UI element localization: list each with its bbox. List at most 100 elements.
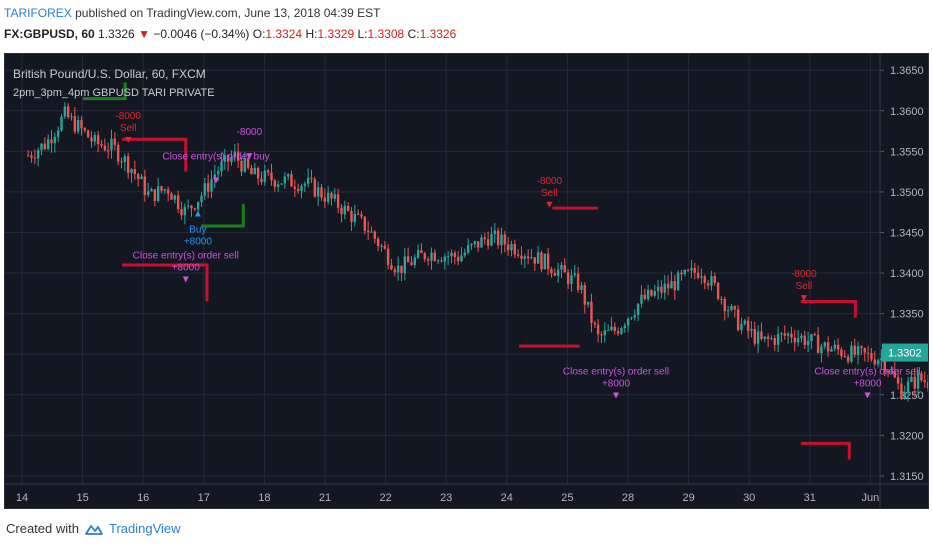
candle-body bbox=[690, 267, 693, 271]
candle-body bbox=[903, 392, 906, 399]
candle-body bbox=[383, 245, 387, 249]
candle-body bbox=[706, 283, 710, 286]
x-tick-label: 31 bbox=[804, 492, 816, 504]
candle-body bbox=[573, 273, 576, 276]
candle-body bbox=[286, 174, 290, 177]
x-tick-label: 22 bbox=[379, 492, 391, 504]
candle-body bbox=[60, 116, 63, 131]
x-tick-label: 30 bbox=[743, 492, 755, 504]
candle-body bbox=[290, 174, 293, 187]
candle-body bbox=[313, 178, 317, 197]
candle-body bbox=[800, 335, 803, 339]
candle-body bbox=[200, 195, 203, 202]
candle-body bbox=[53, 136, 57, 144]
candle-body bbox=[646, 289, 650, 299]
candle-body bbox=[483, 237, 487, 240]
y-tick-label: 1.3350 bbox=[890, 309, 924, 321]
trade-label: -8000 bbox=[237, 127, 263, 138]
candle-body bbox=[530, 257, 533, 259]
candle-body bbox=[683, 270, 686, 275]
candle-body bbox=[890, 371, 893, 373]
trade-label-sub: +8000 bbox=[172, 262, 201, 273]
candle-body bbox=[350, 210, 353, 222]
candle-body bbox=[230, 156, 233, 162]
candle-body bbox=[696, 272, 700, 278]
chart-area[interactable]: 1.3650 1.3600 1.3550 1.3500 1.3450 1.3400 1.33… bbox=[4, 53, 929, 509]
candle-body bbox=[660, 286, 663, 293]
candle-body bbox=[733, 306, 736, 310]
candle-body bbox=[440, 260, 443, 262]
candle-body bbox=[463, 252, 467, 256]
candle-body bbox=[456, 256, 460, 262]
y-tick-label: 1.3650 bbox=[890, 65, 924, 77]
candle-body bbox=[603, 330, 606, 336]
candle-body bbox=[600, 334, 603, 336]
price-chart[interactable]: 1.3650 1.3600 1.3550 1.3500 1.3450 1.3400 1.33… bbox=[5, 54, 928, 508]
candle-body bbox=[810, 334, 813, 342]
trade-arrow-icon bbox=[125, 136, 132, 143]
candle-body bbox=[280, 183, 283, 185]
candle-body bbox=[446, 256, 450, 258]
author-link[interactable]: TARIFOREX bbox=[4, 6, 72, 20]
candle-body bbox=[853, 345, 856, 355]
candle-body bbox=[533, 257, 536, 264]
candle-body bbox=[403, 256, 407, 273]
trade-label: Close entry(s) order sell bbox=[133, 250, 239, 261]
trade-label: Buy bbox=[189, 224, 206, 235]
candle-body bbox=[676, 272, 680, 291]
candle-body bbox=[260, 178, 263, 182]
trade-label: -8000 bbox=[115, 111, 141, 122]
candle-body bbox=[753, 328, 756, 344]
candle-body bbox=[843, 356, 846, 358]
candle-body bbox=[430, 252, 433, 261]
candle-body bbox=[886, 370, 890, 373]
candle-body bbox=[626, 318, 630, 326]
x-tick-label: 24 bbox=[501, 492, 513, 504]
candle-body bbox=[206, 183, 210, 192]
candle-body bbox=[150, 189, 153, 192]
candle-body bbox=[820, 346, 823, 354]
candle-body bbox=[586, 301, 590, 305]
candle-body bbox=[30, 155, 33, 158]
candle-body bbox=[70, 116, 73, 118]
candle-body bbox=[363, 216, 367, 231]
current-price-tag bbox=[882, 343, 928, 362]
candle-body bbox=[420, 250, 423, 254]
footer: Created with TradingView bbox=[6, 521, 181, 536]
candle-body bbox=[310, 177, 313, 179]
y-tick-label: 1.3250 bbox=[890, 390, 924, 402]
candle-body bbox=[560, 265, 563, 270]
candle-body bbox=[726, 310, 730, 312]
candle-body bbox=[910, 376, 913, 382]
tradingview-link[interactable]: TradingView bbox=[108, 521, 181, 536]
candle-body bbox=[756, 331, 760, 344]
candle-body bbox=[673, 281, 676, 291]
x-tick-label: 17 bbox=[198, 492, 210, 504]
candle-body bbox=[580, 285, 583, 291]
candle-body bbox=[770, 338, 773, 340]
symbol-name[interactable]: FX:GBPUSD, 60 bbox=[4, 27, 95, 41]
candle-body bbox=[536, 252, 540, 264]
candle-body bbox=[416, 250, 420, 258]
candle-body bbox=[486, 239, 490, 246]
candle-body bbox=[883, 357, 886, 371]
open-value: 1.3324 bbox=[265, 27, 303, 41]
candle-body bbox=[340, 207, 343, 215]
candle-body bbox=[436, 260, 440, 262]
candle-body bbox=[256, 167, 260, 179]
candle-body bbox=[203, 183, 207, 196]
candle-body bbox=[863, 347, 866, 353]
candle-body bbox=[643, 294, 646, 299]
candle-body bbox=[376, 238, 380, 247]
x-tick-label: 29 bbox=[682, 492, 694, 504]
current-price-label: 1.3302 bbox=[888, 348, 922, 360]
candle-body bbox=[273, 180, 277, 187]
candle-body bbox=[716, 282, 720, 299]
stop-level-red bbox=[122, 137, 188, 172]
candle-body bbox=[593, 322, 596, 325]
candle-body bbox=[106, 150, 110, 152]
candle-body bbox=[123, 156, 127, 162]
candle-body bbox=[766, 336, 770, 339]
candle-body bbox=[900, 383, 903, 399]
trade-arrow-icon bbox=[613, 392, 619, 399]
